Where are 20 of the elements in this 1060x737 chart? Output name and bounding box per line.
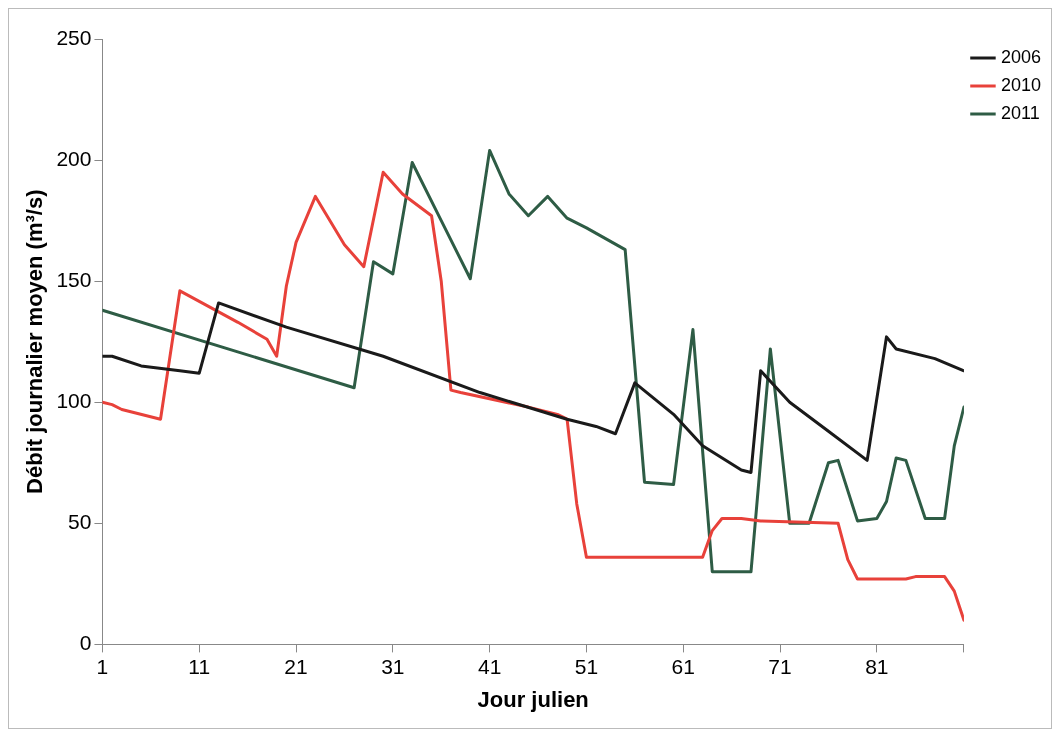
x-tick-label: 51 bbox=[574, 654, 599, 678]
y-tick-label: 150 bbox=[56, 267, 92, 291]
x-axis-title: Jour julien bbox=[477, 686, 589, 712]
x-tick-label: 21 bbox=[284, 654, 308, 678]
x-tick-label: 61 bbox=[671, 654, 695, 678]
y-tick-label: 200 bbox=[56, 146, 92, 170]
y-axis-title: Débit journalier moyen (m³/s) bbox=[22, 189, 48, 494]
y-tick-label: 250 bbox=[56, 25, 92, 49]
x-tick-label: 31 bbox=[381, 654, 405, 678]
y-tick-label: 0 bbox=[79, 631, 92, 655]
x-tick-label: 71 bbox=[768, 654, 792, 678]
y-tick-label: 100 bbox=[56, 389, 92, 413]
x-tick-label: 11 bbox=[188, 654, 211, 678]
x-tick-label: 81 bbox=[865, 654, 889, 678]
x-tick-label: 1 bbox=[96, 654, 109, 678]
legend-label: 2011 bbox=[1000, 102, 1040, 123]
y-tick-label: 50 bbox=[68, 510, 92, 534]
x-tick-label: 41 bbox=[477, 654, 502, 678]
legend-label: 2006 bbox=[1000, 46, 1041, 67]
legend-label: 2010 bbox=[1000, 74, 1041, 95]
